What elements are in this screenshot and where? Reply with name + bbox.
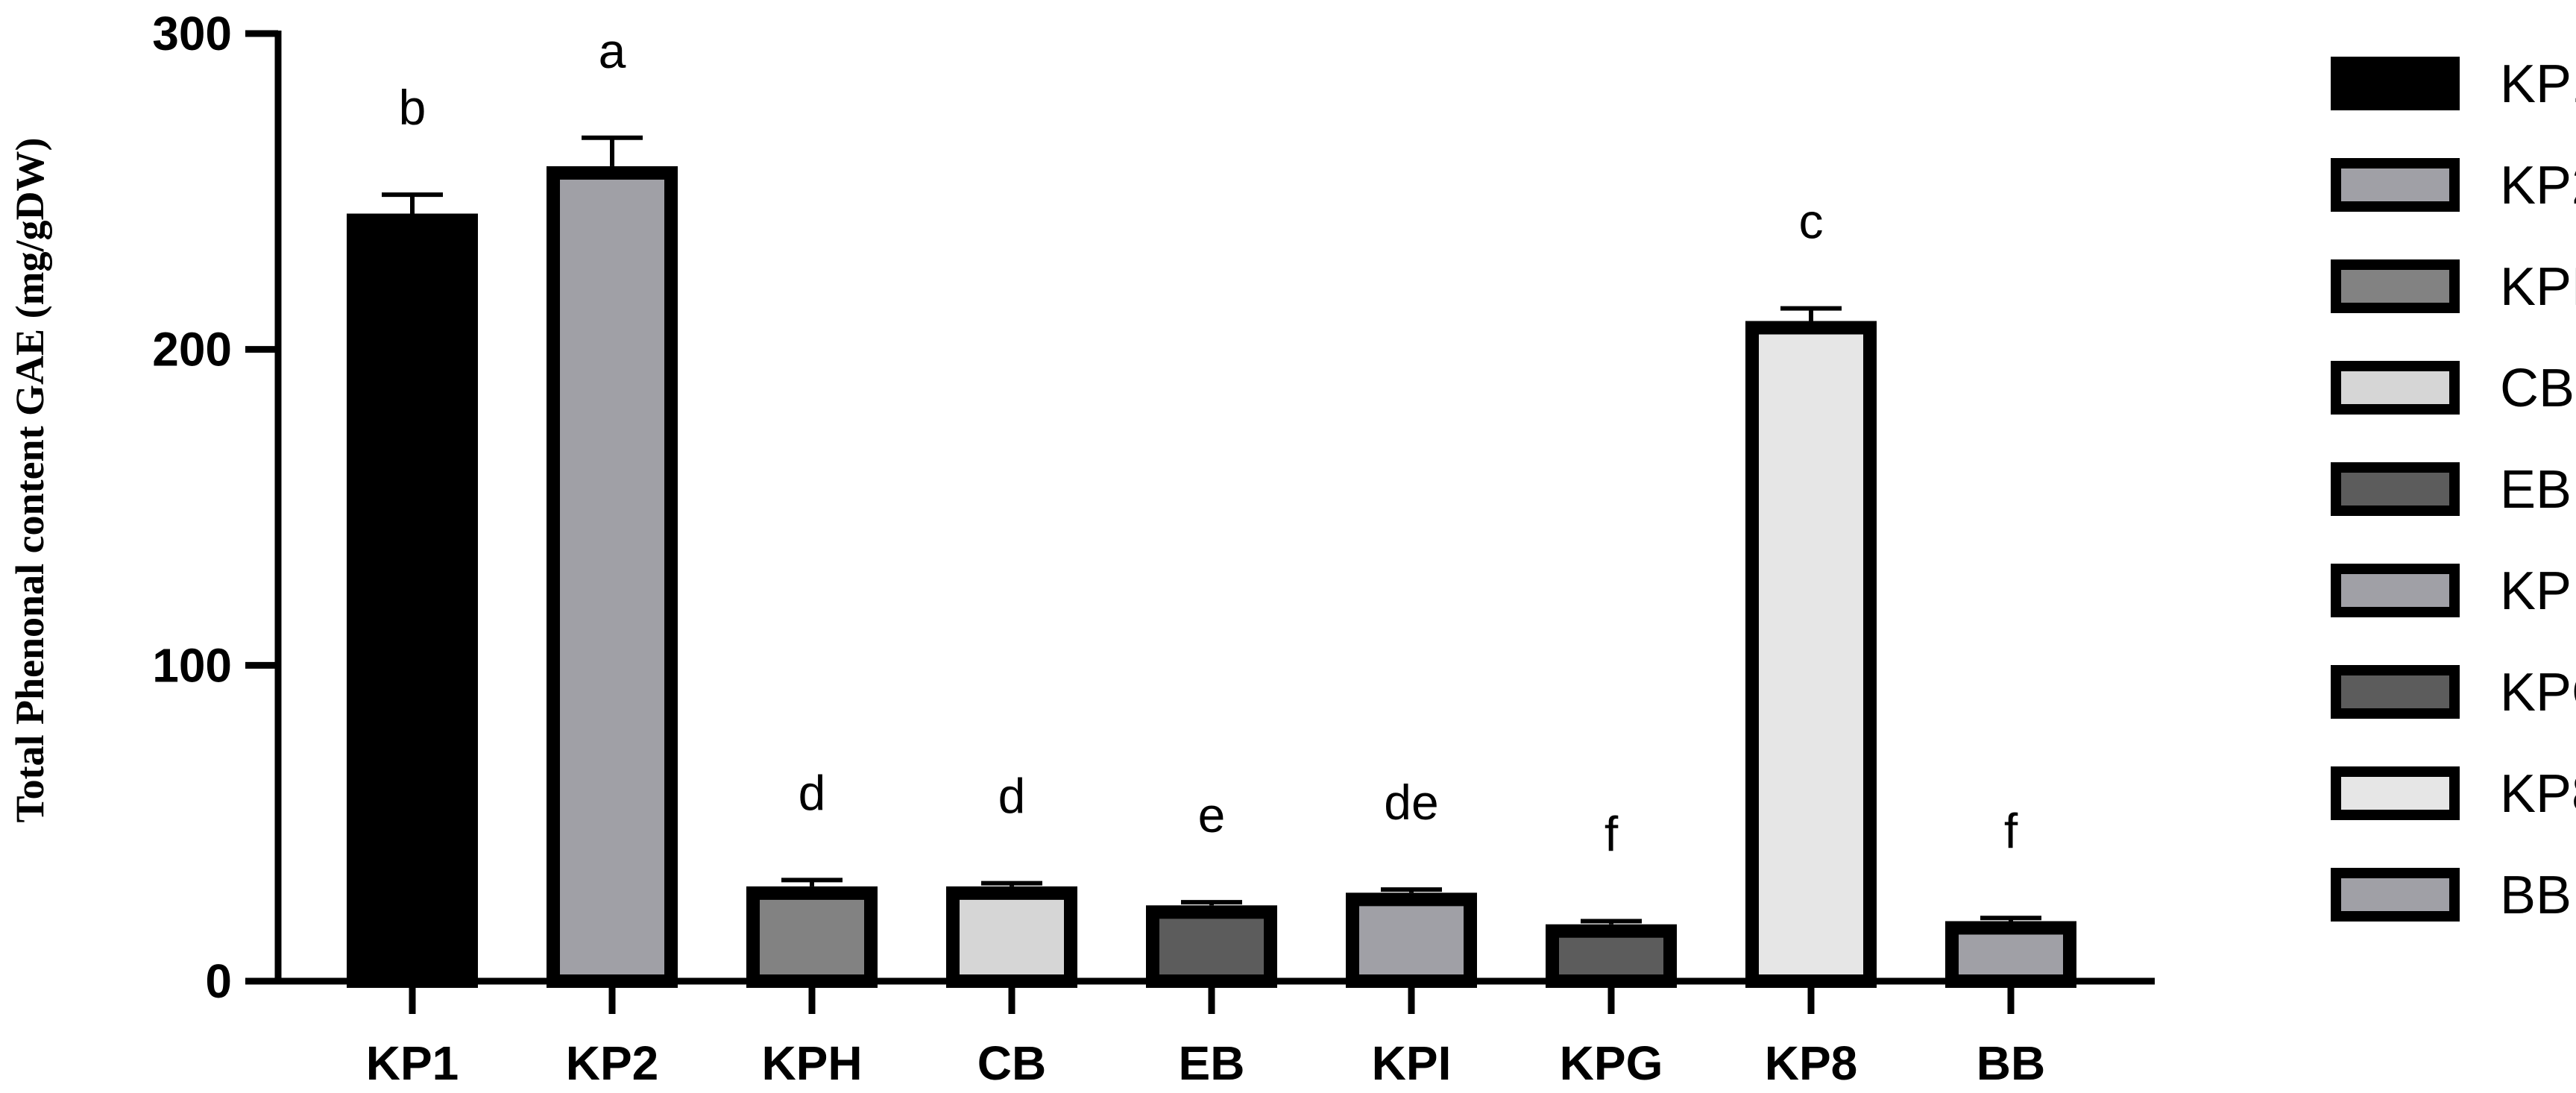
legend-label-kp2: KP2 xyxy=(2500,156,2576,215)
y-tick-label-300: 300 xyxy=(152,7,232,60)
x-tick-label-kp2: KP2 xyxy=(566,1036,659,1090)
x-tick-label-kpg: KPG xyxy=(1560,1036,1663,1090)
x-tick-label-cb: CB xyxy=(977,1036,1046,1090)
x-tick-label-eb: EB xyxy=(1179,1036,1245,1090)
significance-letter-cb: d xyxy=(998,769,1026,824)
legend: KP1 KP2 KPH CB EB KPI KPG KP8 BB xyxy=(2331,54,2576,925)
significance-letter-bb: f xyxy=(2004,803,2018,858)
significance-letter-eb: e xyxy=(1198,787,1226,842)
legend-label-bb: BB xyxy=(2500,866,2572,925)
legend-label-kph: KPH xyxy=(2500,257,2576,317)
bar-kp8 xyxy=(1745,321,1877,988)
legend-swatch-eb xyxy=(2331,462,2460,516)
bar-bb xyxy=(1945,921,2076,988)
significance-letter-kph: d xyxy=(799,765,826,820)
bar-cb xyxy=(946,886,1077,989)
legend-swatch-kp2 xyxy=(2331,158,2460,212)
y-tick-label-100: 100 xyxy=(152,638,232,692)
x-tick-label-kph: KPH xyxy=(761,1036,862,1090)
legend-label-cb: CB xyxy=(2500,359,2575,418)
significance-letter-kp1: b xyxy=(399,80,426,135)
bars-layer xyxy=(347,166,2076,989)
legend-swatch-bb xyxy=(2331,868,2460,922)
labels-layer: b KP1 a KP2 d KPH d CB e EB de KPI f KPG c KP8 f BB 0 100 20… xyxy=(152,7,2045,1090)
y-tick-label-200: 200 xyxy=(152,323,232,377)
legend-label-kp1: KP1 xyxy=(2500,54,2576,114)
error-bars-layer xyxy=(382,135,2041,925)
legend-swatch-kp1 xyxy=(2331,57,2460,110)
x-tick-label-kp1: KP1 xyxy=(366,1036,459,1090)
bar-eb xyxy=(1146,905,1277,988)
x-tick-label-kp8: KP8 xyxy=(1765,1036,1858,1090)
legend-label-kpi: KPI xyxy=(2500,561,2576,621)
legend-label-kp8: KP8 xyxy=(2500,764,2576,824)
x-tick-label-bb: BB xyxy=(1977,1036,2045,1090)
significance-letter-kpg: f xyxy=(1605,807,1619,862)
y-axis-title: Total Phenonal content GAE (mg/gDW) xyxy=(7,137,52,822)
bar-kpg xyxy=(1546,924,1677,988)
bar-kp2 xyxy=(547,166,678,989)
legend-label-kpg: KPG xyxy=(2500,663,2576,722)
legend-swatch-cb xyxy=(2331,361,2460,415)
significance-letter-kp8: c xyxy=(1799,194,1824,249)
significance-letter-kp2: a xyxy=(599,23,626,78)
significance-letter-kpi: de xyxy=(1384,775,1438,830)
legend-swatch-kpi xyxy=(2331,564,2460,617)
legend-label-eb: EB xyxy=(2500,460,2572,520)
bar-kp1 xyxy=(347,213,478,988)
bar-kph xyxy=(746,886,878,989)
legend-swatch-kph xyxy=(2331,259,2460,313)
legend-swatch-kpg xyxy=(2331,665,2460,719)
x-tick-label-kpi: KPI xyxy=(1372,1036,1452,1090)
bar-kpi xyxy=(1346,892,1477,988)
axes-layer xyxy=(245,30,2155,1014)
y-tick-label-0: 0 xyxy=(205,954,232,1008)
legend-swatch-kp8 xyxy=(2331,766,2460,820)
